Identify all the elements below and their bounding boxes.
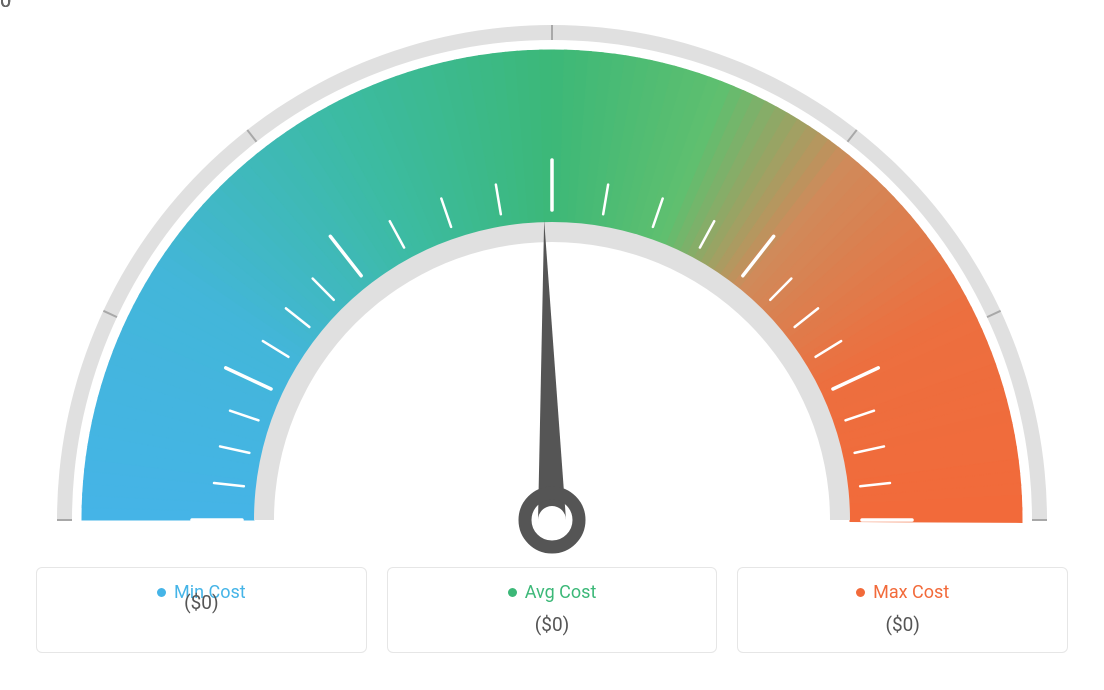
gauge-svg [0, 0, 1104, 555]
legend-cards: Min Cost ($0) Avg Cost ($0) Max Cost ($0… [0, 567, 1104, 653]
card-avg-cost: Avg Cost ($0) [387, 567, 718, 653]
card-min-cost: Min Cost ($0) [36, 567, 367, 653]
card-header: Avg Cost [388, 582, 717, 603]
card-header: Max Cost [738, 582, 1067, 603]
dot-icon [856, 588, 865, 597]
card-value-min: ($0) [37, 591, 366, 614]
dot-icon [508, 588, 517, 597]
card-max-cost: Max Cost ($0) [737, 567, 1068, 653]
card-label: Avg Cost [525, 582, 597, 603]
gauge-container: $0$0$0$0$0$0$0 [0, 0, 1104, 555]
card-label: Max Cost [873, 582, 949, 603]
card-value-avg: ($0) [388, 613, 717, 636]
gauge-tick-label: $0 [0, 0, 11, 12]
dot-icon [157, 588, 166, 597]
card-value-max: ($0) [738, 613, 1067, 636]
